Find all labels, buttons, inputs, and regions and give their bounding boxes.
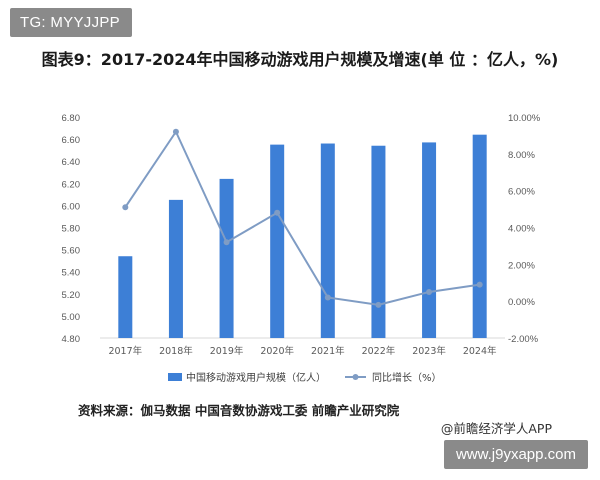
bar [422, 142, 437, 338]
growth-line [124, 129, 480, 306]
y-left-tick-label: 6.60 [62, 135, 81, 146]
y-left-tick-label: 5.80 [62, 224, 81, 235]
growth-point [274, 209, 281, 216]
y-left-tick-label: 4.80 [62, 334, 81, 345]
legend-line-label: 同比增长（%） [372, 371, 442, 384]
y-right-tick-label: 2.00% [508, 260, 535, 271]
x-tick-label: 2019年 [210, 345, 244, 357]
x-tick-label: 2017年 [108, 345, 142, 357]
watermark-url: www.j9yxapp.com [443, 440, 588, 469]
bar [168, 199, 183, 338]
legend-line-marker [352, 374, 359, 380]
growth-point [122, 204, 129, 211]
bar [270, 144, 285, 338]
growth-point [375, 301, 382, 308]
growth-point [223, 239, 230, 246]
source-note: 资料来源：伽马数据 中国音数协游戏工委 前瞻产业研究院 [78, 403, 400, 418]
bar [320, 143, 335, 338]
bar [371, 145, 386, 338]
y-left-tick-label: 6.80 [62, 113, 81, 124]
growth-point [426, 288, 433, 295]
growth-point [476, 281, 483, 288]
x-tick-label: 2020年 [260, 345, 294, 357]
bar [118, 256, 133, 338]
y-right-tick-label: 6.00% [508, 187, 535, 198]
x-tick-label: 2022年 [362, 345, 396, 357]
y-left-tick-label: 5.40 [62, 268, 81, 279]
y-right-tick-label: -2.00% [508, 334, 539, 345]
x-tick-label: 2018年 [159, 345, 193, 357]
legend-bar-swatch [168, 373, 182, 381]
y-left-tick-label: 5.00 [62, 312, 81, 323]
chart-title: 图表9：2017-2024年中国移动游戏用户规模及增速(单 位 ：亿人，%) [41, 50, 559, 69]
growth-point [172, 128, 179, 135]
y-left-tick-label: 6.20 [62, 179, 81, 190]
bar [472, 134, 487, 338]
y-left-tick-label: 6.40 [62, 157, 81, 168]
watermark-tag: TG: MYYJJPP [10, 8, 132, 37]
y-right-tick-label: 0.00% [508, 297, 535, 308]
legend-bar-label: 中国移动游戏用户规模（亿人） [186, 371, 326, 384]
y-left-tick-label: 5.20 [62, 290, 81, 301]
credit-note: @前瞻经济学人APP [440, 421, 552, 436]
y-left-tick-label: 5.60 [62, 246, 81, 257]
x-tick-label: 2024年 [463, 345, 497, 357]
y-right-tick-label: 10.00% [508, 113, 541, 124]
bar [219, 178, 234, 338]
growth-point [324, 294, 331, 301]
x-tick-label: 2023年 [412, 345, 446, 357]
y-left-tick-label: 6.00 [62, 201, 81, 212]
y-right-tick-label: 4.00% [508, 224, 535, 235]
y-right-tick-label: 8.00% [508, 150, 535, 161]
x-tick-label: 2021年 [311, 345, 345, 357]
